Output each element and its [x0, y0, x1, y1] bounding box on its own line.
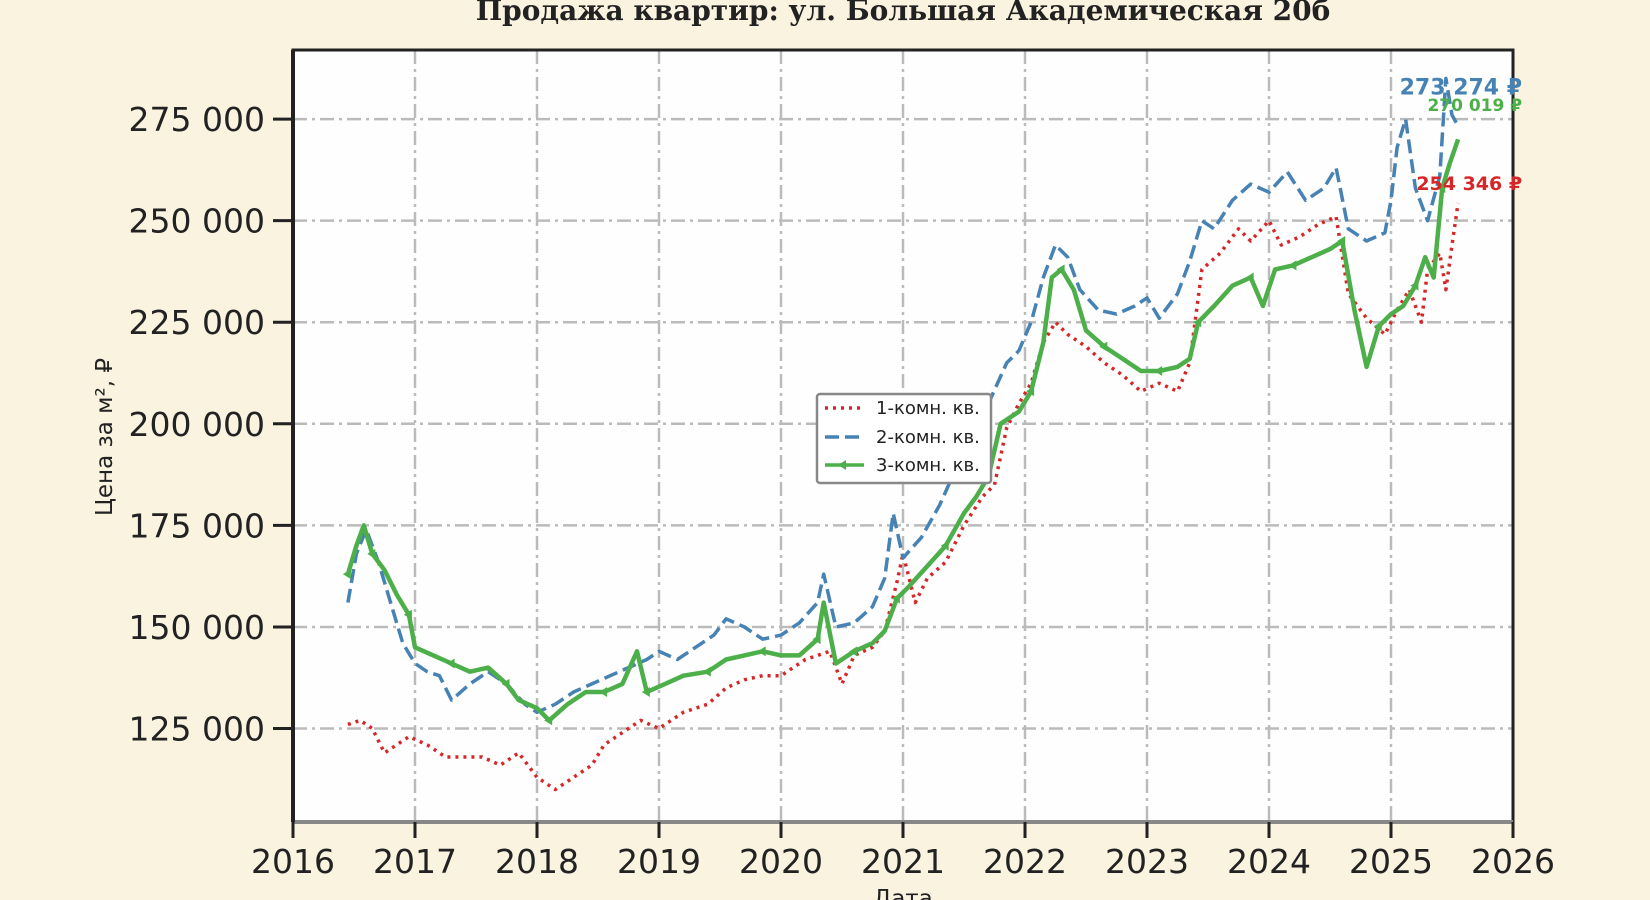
y-tick-label: 150 000 [129, 608, 265, 647]
series-marker-3room [1056, 264, 1065, 275]
series-marker-3room [849, 646, 858, 657]
series-marker-3room [641, 686, 650, 697]
series-marker-3room [812, 634, 821, 645]
series-marker-3room [1373, 321, 1382, 332]
y-tick-label: 175 000 [129, 506, 265, 545]
series-lines [342, 76, 1461, 792]
final-value-labels: 254 346 ₽ 273 274 ₽270 019 ₽ [1400, 76, 1523, 195]
series-marker-3room [940, 540, 949, 551]
series-marker-3room [1154, 365, 1163, 376]
y-tick-label: 225 000 [129, 303, 265, 342]
x-tick-label: 2024 [1227, 842, 1311, 881]
series-marker-3room [891, 593, 900, 604]
chart-title: Продажа квартир: ул. Большая Академическ… [476, 0, 1331, 27]
x-tick-label: 2019 [617, 842, 701, 881]
series-marker-3room [1337, 235, 1346, 246]
series-marker-3room [1026, 386, 1035, 397]
series-marker-3room [1410, 280, 1419, 291]
legend-label-1room: 1-комн. кв. [876, 398, 980, 419]
y-tick-label: 125 000 [129, 710, 265, 749]
legend-marker-3room [838, 460, 846, 470]
series-marker-3room [1193, 317, 1202, 328]
series-marker-3room [1437, 183, 1446, 194]
axis-ticks: 2016 2017 2018 2019 2020 2021 2022 2023 2024 2025… [129, 100, 1555, 881]
x-tick-label: 2025 [1349, 842, 1433, 881]
series-marker-3room [342, 569, 351, 580]
x-tick-label: 2016 [251, 842, 335, 881]
x-tick-label: 2020 [739, 842, 823, 881]
series-marker-3room [1245, 272, 1254, 283]
final-value-label-1room: 254 346 ₽ [1416, 173, 1522, 195]
series-marker-3room [367, 548, 376, 559]
series-marker-3room [599, 686, 608, 697]
x-tick-label: 2017 [373, 842, 457, 881]
x-tick-label: 2021 [861, 842, 945, 881]
series-marker-3room [403, 609, 412, 620]
legend-box [815, 392, 993, 485]
series-marker-3room [544, 715, 553, 726]
y-tick-label: 275 000 [129, 100, 265, 139]
legend: 1-комн. кв. 2-комн. кв. 3-комн. кв. [815, 392, 993, 485]
final-value-label-3room: 270 019 ₽ [1427, 96, 1522, 116]
series-line-3room [345, 138, 1461, 723]
series-marker-3room [501, 678, 510, 689]
legend-label-3room: 3-комн. кв. [876, 455, 980, 476]
final-value-label-2room: 273 274 ₽ [1400, 76, 1522, 101]
legend-label-2room: 2-комн. кв. [876, 427, 980, 448]
y-tick-label: 200 000 [129, 405, 265, 444]
series-marker-3room [1099, 341, 1108, 352]
x-axis-label: Дата [873, 886, 933, 900]
x-tick-label: 2018 [495, 842, 579, 881]
y-tick-label: 250 000 [129, 202, 265, 241]
series-marker-3room [757, 646, 766, 657]
x-tick-label: 2023 [1105, 842, 1189, 881]
series-marker-3room [1288, 260, 1297, 271]
x-tick-label: 2022 [983, 842, 1067, 881]
x-tick-label: 2026 [1471, 842, 1555, 881]
series-marker-3room [446, 658, 455, 669]
y-axis-label: Цена за м², ₽ [92, 358, 118, 516]
series-marker-3room [702, 666, 711, 677]
